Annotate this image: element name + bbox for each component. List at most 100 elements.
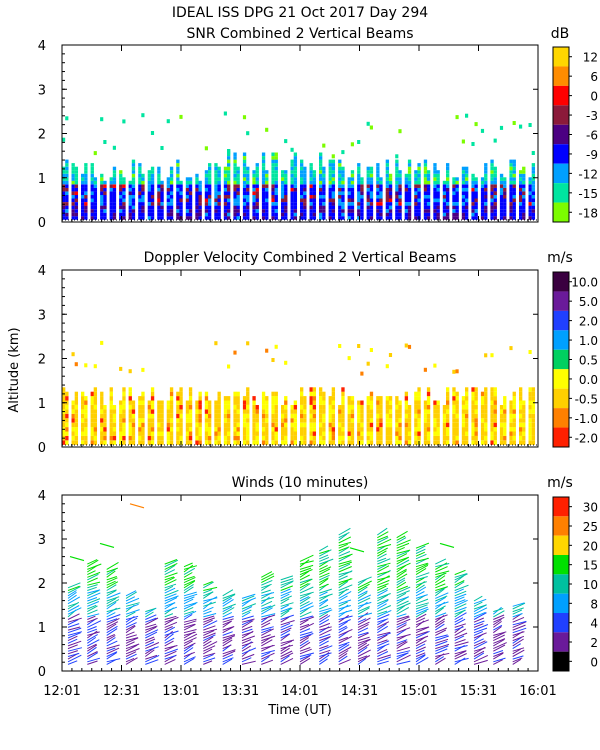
wind-barb bbox=[241, 657, 252, 663]
snr-cell bbox=[195, 202, 199, 206]
wind-barb bbox=[319, 622, 331, 628]
doppler-cell bbox=[150, 431, 155, 436]
wind-barb bbox=[145, 642, 160, 650]
snr-cell bbox=[512, 184, 516, 188]
wind-barb bbox=[319, 560, 329, 568]
snr-cell bbox=[519, 205, 523, 210]
wind-barb bbox=[512, 616, 525, 623]
snr-cell bbox=[274, 170, 278, 174]
snr-cell bbox=[528, 202, 532, 206]
snr-cell bbox=[169, 170, 174, 174]
snr-cell bbox=[433, 202, 437, 206]
doppler-cell bbox=[465, 422, 469, 428]
doppler-cell bbox=[74, 413, 79, 419]
doppler-cell bbox=[242, 405, 247, 410]
snr-cell bbox=[490, 180, 494, 185]
wind-barb bbox=[415, 562, 428, 568]
snr-cell bbox=[338, 195, 342, 199]
snr-cell bbox=[436, 216, 440, 220]
wind-barb bbox=[396, 641, 408, 650]
snr-cell bbox=[319, 152, 323, 157]
doppler-cell bbox=[160, 427, 164, 432]
doppler-cell bbox=[379, 422, 383, 428]
wind-barb bbox=[183, 602, 198, 607]
doppler-cell bbox=[208, 409, 212, 414]
snr-cell bbox=[84, 177, 88, 181]
doppler-cell bbox=[341, 435, 345, 441]
doppler-cell bbox=[217, 409, 221, 414]
snr-cell bbox=[512, 205, 516, 210]
wind-barb bbox=[183, 651, 195, 657]
doppler-cell bbox=[122, 391, 126, 397]
snr-cell bbox=[360, 216, 364, 220]
wind-barb bbox=[106, 621, 119, 628]
doppler-cell bbox=[503, 405, 507, 410]
wind-barb bbox=[241, 603, 256, 610]
doppler-cell bbox=[281, 405, 285, 410]
wind-barb bbox=[319, 598, 329, 605]
doppler-cell bbox=[452, 418, 456, 423]
snr-cell bbox=[71, 212, 75, 217]
doppler-cell bbox=[512, 418, 516, 423]
colorbar-label: 15 bbox=[583, 559, 598, 573]
wind-barb bbox=[338, 636, 348, 642]
snr-cell bbox=[109, 191, 113, 196]
doppler-cell bbox=[300, 409, 304, 414]
snr-cell bbox=[512, 121, 516, 125]
wind-barb bbox=[202, 601, 212, 610]
doppler-cell bbox=[160, 418, 164, 423]
wind-barb bbox=[280, 588, 291, 594]
wind-barb bbox=[319, 549, 330, 554]
wind-barb bbox=[183, 623, 196, 631]
snr-cell bbox=[185, 198, 190, 203]
snr-cell bbox=[303, 198, 307, 203]
wind-barb bbox=[183, 591, 197, 597]
doppler-cell bbox=[341, 400, 345, 405]
snr-cell bbox=[261, 163, 266, 167]
doppler-cell bbox=[404, 405, 409, 410]
doppler-cell bbox=[522, 400, 526, 405]
doppler-cell bbox=[303, 413, 307, 419]
snr-cell bbox=[261, 187, 266, 192]
snr-cell bbox=[395, 159, 399, 164]
wind-barb bbox=[415, 577, 425, 584]
snr-cell bbox=[461, 216, 466, 220]
snr-cell bbox=[319, 205, 323, 210]
doppler-cell bbox=[160, 435, 164, 441]
wind-barb bbox=[299, 596, 310, 602]
snr-cell bbox=[227, 166, 231, 171]
snr-cell bbox=[81, 173, 85, 178]
snr-cell bbox=[147, 195, 152, 199]
wind-barb bbox=[396, 546, 405, 552]
snr-cell bbox=[436, 173, 440, 178]
snr-cell bbox=[471, 202, 475, 206]
snr-cell bbox=[395, 191, 399, 196]
wind-barb bbox=[357, 646, 368, 655]
doppler-cell bbox=[499, 422, 504, 428]
snr-cell bbox=[242, 205, 247, 210]
doppler-cell bbox=[90, 422, 94, 428]
doppler-cell bbox=[131, 422, 136, 428]
snr-cell bbox=[531, 195, 536, 199]
snr-cell bbox=[131, 184, 136, 188]
doppler-cell bbox=[122, 413, 126, 419]
snr-cell bbox=[284, 173, 288, 178]
snr-cell bbox=[328, 177, 332, 181]
doppler-cell bbox=[312, 435, 317, 441]
snr-cell bbox=[208, 205, 212, 210]
snr-cell bbox=[71, 180, 75, 185]
wind-barb bbox=[415, 635, 429, 642]
snr-cell bbox=[138, 177, 142, 181]
wind-barb bbox=[222, 639, 233, 647]
wind-barb bbox=[435, 586, 448, 591]
wind-barb bbox=[164, 616, 179, 623]
snr-cell bbox=[122, 177, 126, 181]
wind-barb bbox=[319, 640, 329, 647]
wind-barb bbox=[338, 527, 351, 536]
snr-cell bbox=[300, 195, 304, 199]
snr-cell bbox=[480, 191, 485, 196]
wind-barb bbox=[164, 595, 179, 602]
colorbar-swatch bbox=[553, 613, 569, 633]
doppler-cell bbox=[93, 422, 98, 428]
snr-cell bbox=[265, 195, 269, 199]
